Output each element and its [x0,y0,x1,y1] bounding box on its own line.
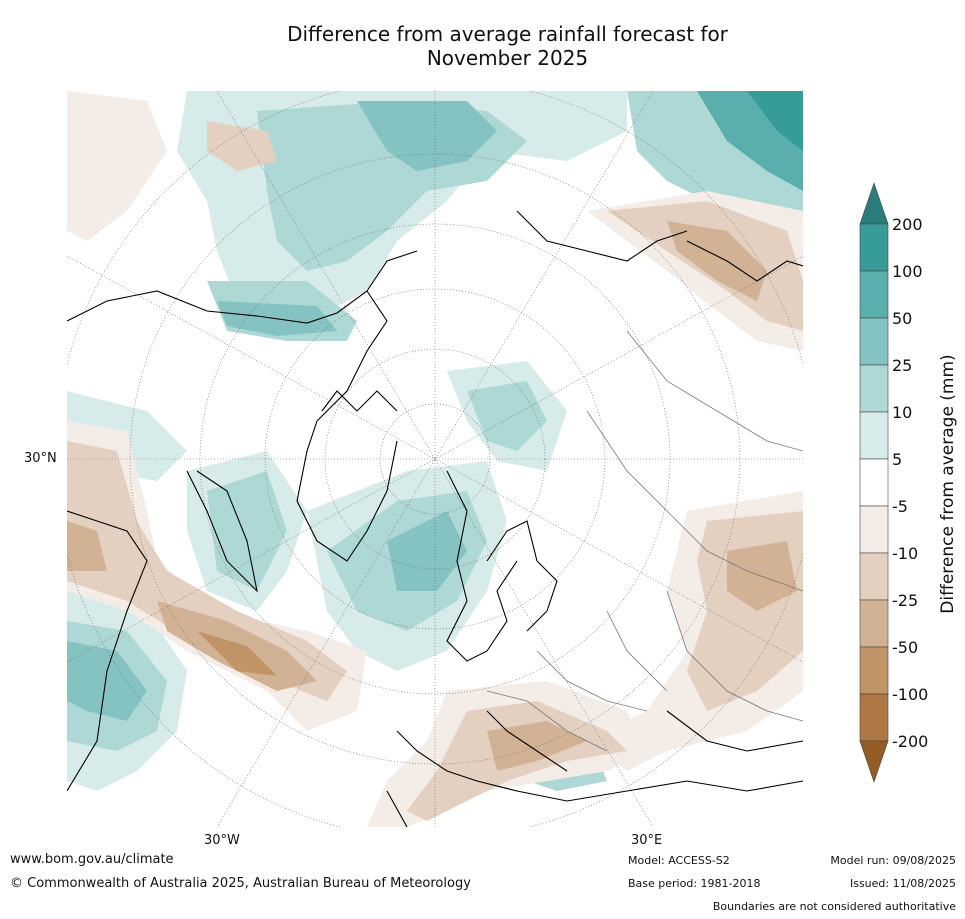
footer-issued: Issued: 11/08/2025 [849,877,956,890]
colorbar-top-extend [859,182,889,225]
colorbar-tick-label: 25 [892,356,912,375]
colorbar-swatch [859,599,889,648]
coastlines [67,210,803,827]
colorbar-tick-label: 50 [892,309,912,328]
colorbar-tick-label: -100 [892,685,928,704]
colorbar-swatch [859,411,889,460]
colorbar-tick-label: 5 [892,450,902,469]
title-line-2: November 2025 [426,46,589,70]
footer-disclaimer: Boundaries are not considered authoritat… [712,900,956,913]
colorbar-tick-label: 10 [892,403,912,422]
footer-url[interactable]: www.bom.gov.au/climate [10,852,174,867]
lon-30e-label: 30°E [631,833,663,848]
colorbar-swatch [859,458,889,507]
colorbar-swatch [859,693,889,742]
lon-30w-label: 30°W [204,833,240,848]
colorbar-swatch [859,505,889,554]
colorbar-tick-label: -5 [892,497,908,516]
colorbar-swatch [859,646,889,695]
colorbar-swatch [859,223,889,272]
lat-30n-label: 30°N [24,451,57,466]
title-line-1: Difference from average rainfall forecas… [287,22,728,46]
colorbar-tick-label: 100 [892,262,923,281]
country-borders [486,330,803,752]
colorbar-swatches [859,182,889,783]
colorbar-swatch [859,552,889,601]
graticule [67,91,803,827]
colorbar-ticks: 200 100 50 25 10 5 -5 -10 -25 -50 -100 -200 [892,215,928,751]
colorbar-swatch [859,270,889,319]
rainfall-anomaly-map [67,91,803,827]
colorbar-bottom-extend [859,740,889,783]
colorbar-swatch [859,364,889,413]
colorbar-tick-label: -25 [892,591,918,610]
colorbar-tick-label: -10 [892,544,918,563]
colorbar-tick-label: -50 [892,638,918,657]
colorbar-tick-label: -200 [892,732,928,751]
footer-model: Model: ACCESS-S2 [628,854,730,867]
colorbar: 200 100 50 25 10 5 -5 -10 -25 -50 -100 -200 [859,182,928,783]
footer-base-period: Base period: 1981-2018 [628,877,761,890]
footer-model-run: Model run: 09/08/2025 [830,854,956,867]
colorbar-swatch [859,317,889,366]
footer-copyright: © Commonwealth of Australia 2025, Austra… [10,876,471,891]
colorbar-tick-label: 200 [892,215,923,234]
colorbar-title: Difference from average (mm) [938,354,958,614]
wetter-areas [67,91,803,791]
map-title: Difference from average rainfall forecas… [0,22,965,70]
